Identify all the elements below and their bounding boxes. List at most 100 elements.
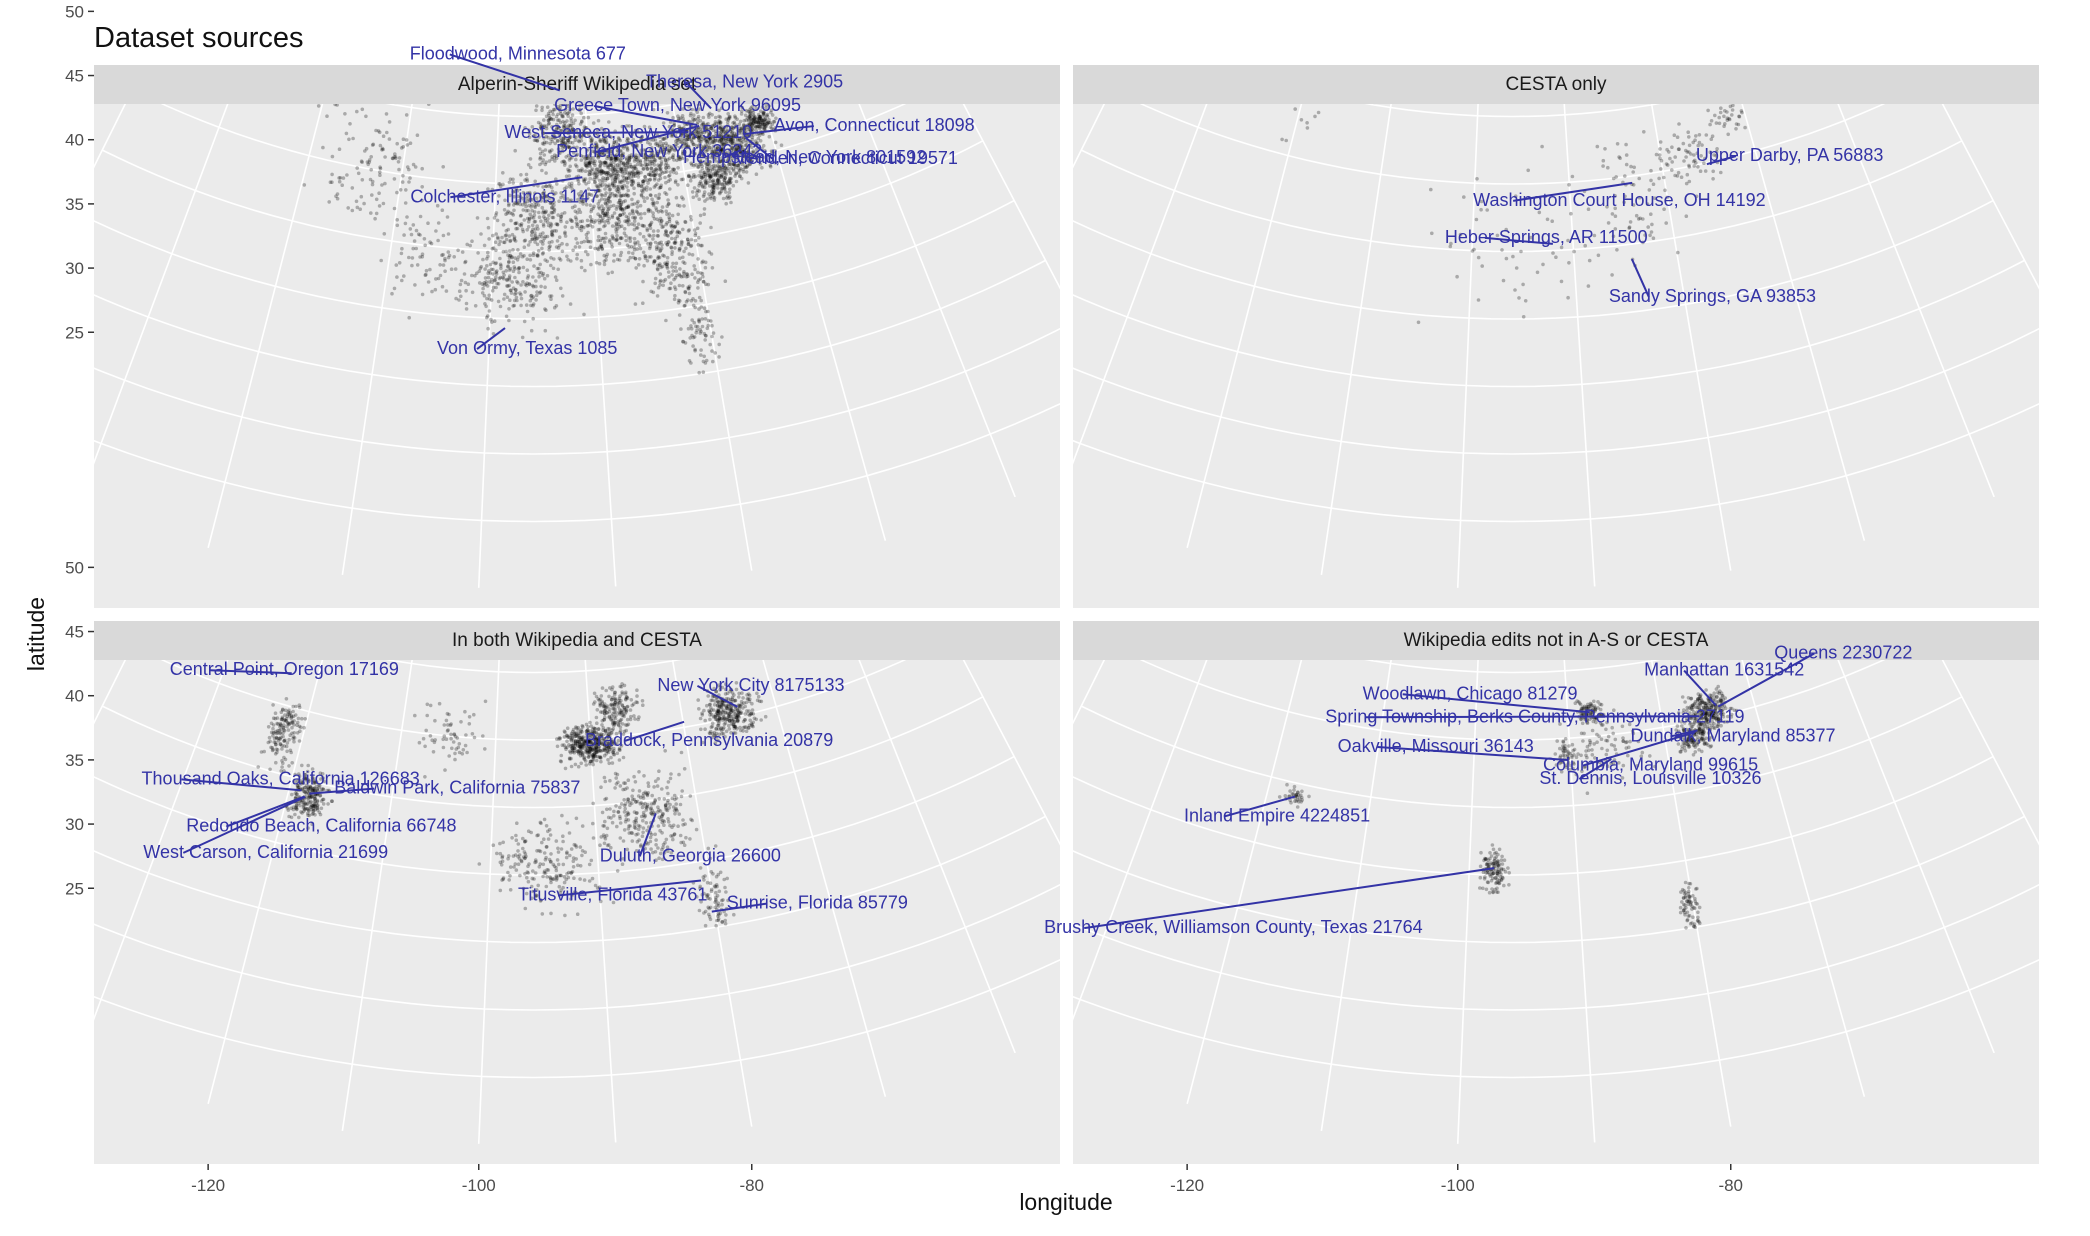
scatter-point bbox=[538, 122, 543, 126]
scatter-point bbox=[750, 137, 754, 142]
scatter-point bbox=[545, 273, 550, 278]
scatter-point bbox=[567, 756, 572, 760]
scatter-point bbox=[496, 299, 501, 304]
scatter-point bbox=[588, 158, 593, 162]
scatter-point bbox=[292, 739, 296, 744]
scatter-point bbox=[695, 226, 700, 231]
scatter-point bbox=[380, 146, 385, 151]
scatter-point bbox=[699, 271, 703, 275]
scatter-point bbox=[501, 223, 506, 227]
scatter-point bbox=[594, 141, 598, 145]
scatter-point bbox=[625, 219, 629, 223]
scatter-point bbox=[627, 156, 632, 160]
scatter-point bbox=[525, 177, 529, 181]
scatter-point bbox=[672, 121, 676, 126]
scatter-point bbox=[707, 176, 712, 180]
scatter-point bbox=[519, 173, 523, 177]
scatter-point bbox=[588, 239, 593, 244]
scatter-point bbox=[726, 133, 730, 137]
scatter-point bbox=[759, 718, 763, 722]
scatter-point bbox=[528, 157, 533, 161]
scatter-point bbox=[463, 280, 468, 285]
scatter-point bbox=[693, 267, 697, 272]
scatter-point bbox=[398, 188, 403, 192]
scatter-point bbox=[618, 169, 623, 173]
scatter-point bbox=[681, 818, 685, 822]
scatter-point bbox=[567, 158, 572, 162]
scatter-point bbox=[548, 141, 552, 146]
scatter-point bbox=[673, 246, 677, 250]
scatter-point bbox=[567, 182, 571, 186]
scatter-point bbox=[605, 176, 610, 181]
scatter-point bbox=[562, 163, 567, 167]
scatter-point bbox=[600, 180, 605, 184]
scatter-point bbox=[293, 713, 298, 717]
scatter-point bbox=[595, 167, 599, 171]
scatter-point bbox=[663, 146, 667, 150]
scatter-point bbox=[692, 113, 696, 117]
scatter-point bbox=[278, 737, 283, 741]
scatter-point bbox=[608, 199, 612, 204]
scatter-point bbox=[686, 135, 691, 139]
scatter-point bbox=[648, 173, 653, 177]
scatter-point bbox=[596, 153, 601, 158]
scatter-point bbox=[723, 131, 728, 136]
scatter-point bbox=[357, 60, 361, 64]
scatter-point bbox=[603, 819, 607, 824]
scatter-point bbox=[507, 318, 511, 323]
scatter-point bbox=[649, 220, 654, 225]
scatter-point bbox=[624, 156, 629, 160]
scatter-point bbox=[457, 289, 462, 294]
scatter-point bbox=[680, 152, 685, 156]
scatter-point bbox=[718, 115, 723, 119]
scatter-point bbox=[660, 210, 665, 214]
scatter-point bbox=[604, 140, 608, 145]
scatter-point bbox=[699, 353, 703, 357]
scatter-point bbox=[724, 136, 729, 141]
scatter-point bbox=[710, 323, 714, 328]
scatter-point bbox=[633, 215, 637, 220]
scatter-point bbox=[290, 725, 294, 730]
scatter-point bbox=[295, 792, 299, 797]
scatter-point bbox=[636, 263, 641, 267]
scatter-point bbox=[395, 218, 400, 222]
scatter-point bbox=[703, 135, 708, 140]
scatter-point bbox=[665, 204, 669, 208]
scatter-point bbox=[652, 163, 657, 167]
scatter-point bbox=[544, 171, 548, 175]
scatter-point bbox=[468, 243, 473, 248]
scatter-point bbox=[521, 265, 526, 270]
scatter-point bbox=[578, 108, 582, 113]
scatter-point bbox=[611, 169, 616, 173]
scatter-point bbox=[630, 143, 635, 147]
scatter-point bbox=[617, 191, 622, 195]
scatter-point bbox=[459, 278, 464, 283]
scatter-point bbox=[724, 167, 729, 171]
scatter-point bbox=[550, 230, 554, 234]
scatter-point bbox=[569, 764, 574, 769]
scatter-point bbox=[701, 146, 706, 150]
scatter-point bbox=[288, 710, 293, 715]
scatter-point bbox=[1677, 147, 1681, 151]
scatter-point bbox=[660, 145, 665, 149]
scatter-point bbox=[308, 617, 312, 621]
scatter-point bbox=[583, 105, 588, 109]
scatter-point bbox=[624, 234, 628, 238]
scatter-point bbox=[710, 167, 715, 172]
scatter-point bbox=[701, 274, 705, 279]
scatter-point bbox=[580, 219, 585, 223]
scatter-point bbox=[556, 126, 561, 131]
scatter-point bbox=[729, 176, 733, 181]
scatter-point bbox=[294, 704, 298, 709]
scatter-point bbox=[587, 172, 591, 177]
scatter-point bbox=[682, 138, 686, 143]
scatter-point bbox=[649, 159, 653, 163]
scatter-point bbox=[441, 233, 446, 238]
scatter-point bbox=[720, 144, 724, 148]
scatter-point bbox=[614, 156, 618, 161]
scatter-point bbox=[1676, 170, 1681, 175]
scatter-point bbox=[579, 750, 584, 754]
scatter-point bbox=[706, 148, 710, 152]
scatter-point bbox=[756, 158, 760, 163]
scatter-point bbox=[633, 157, 637, 161]
